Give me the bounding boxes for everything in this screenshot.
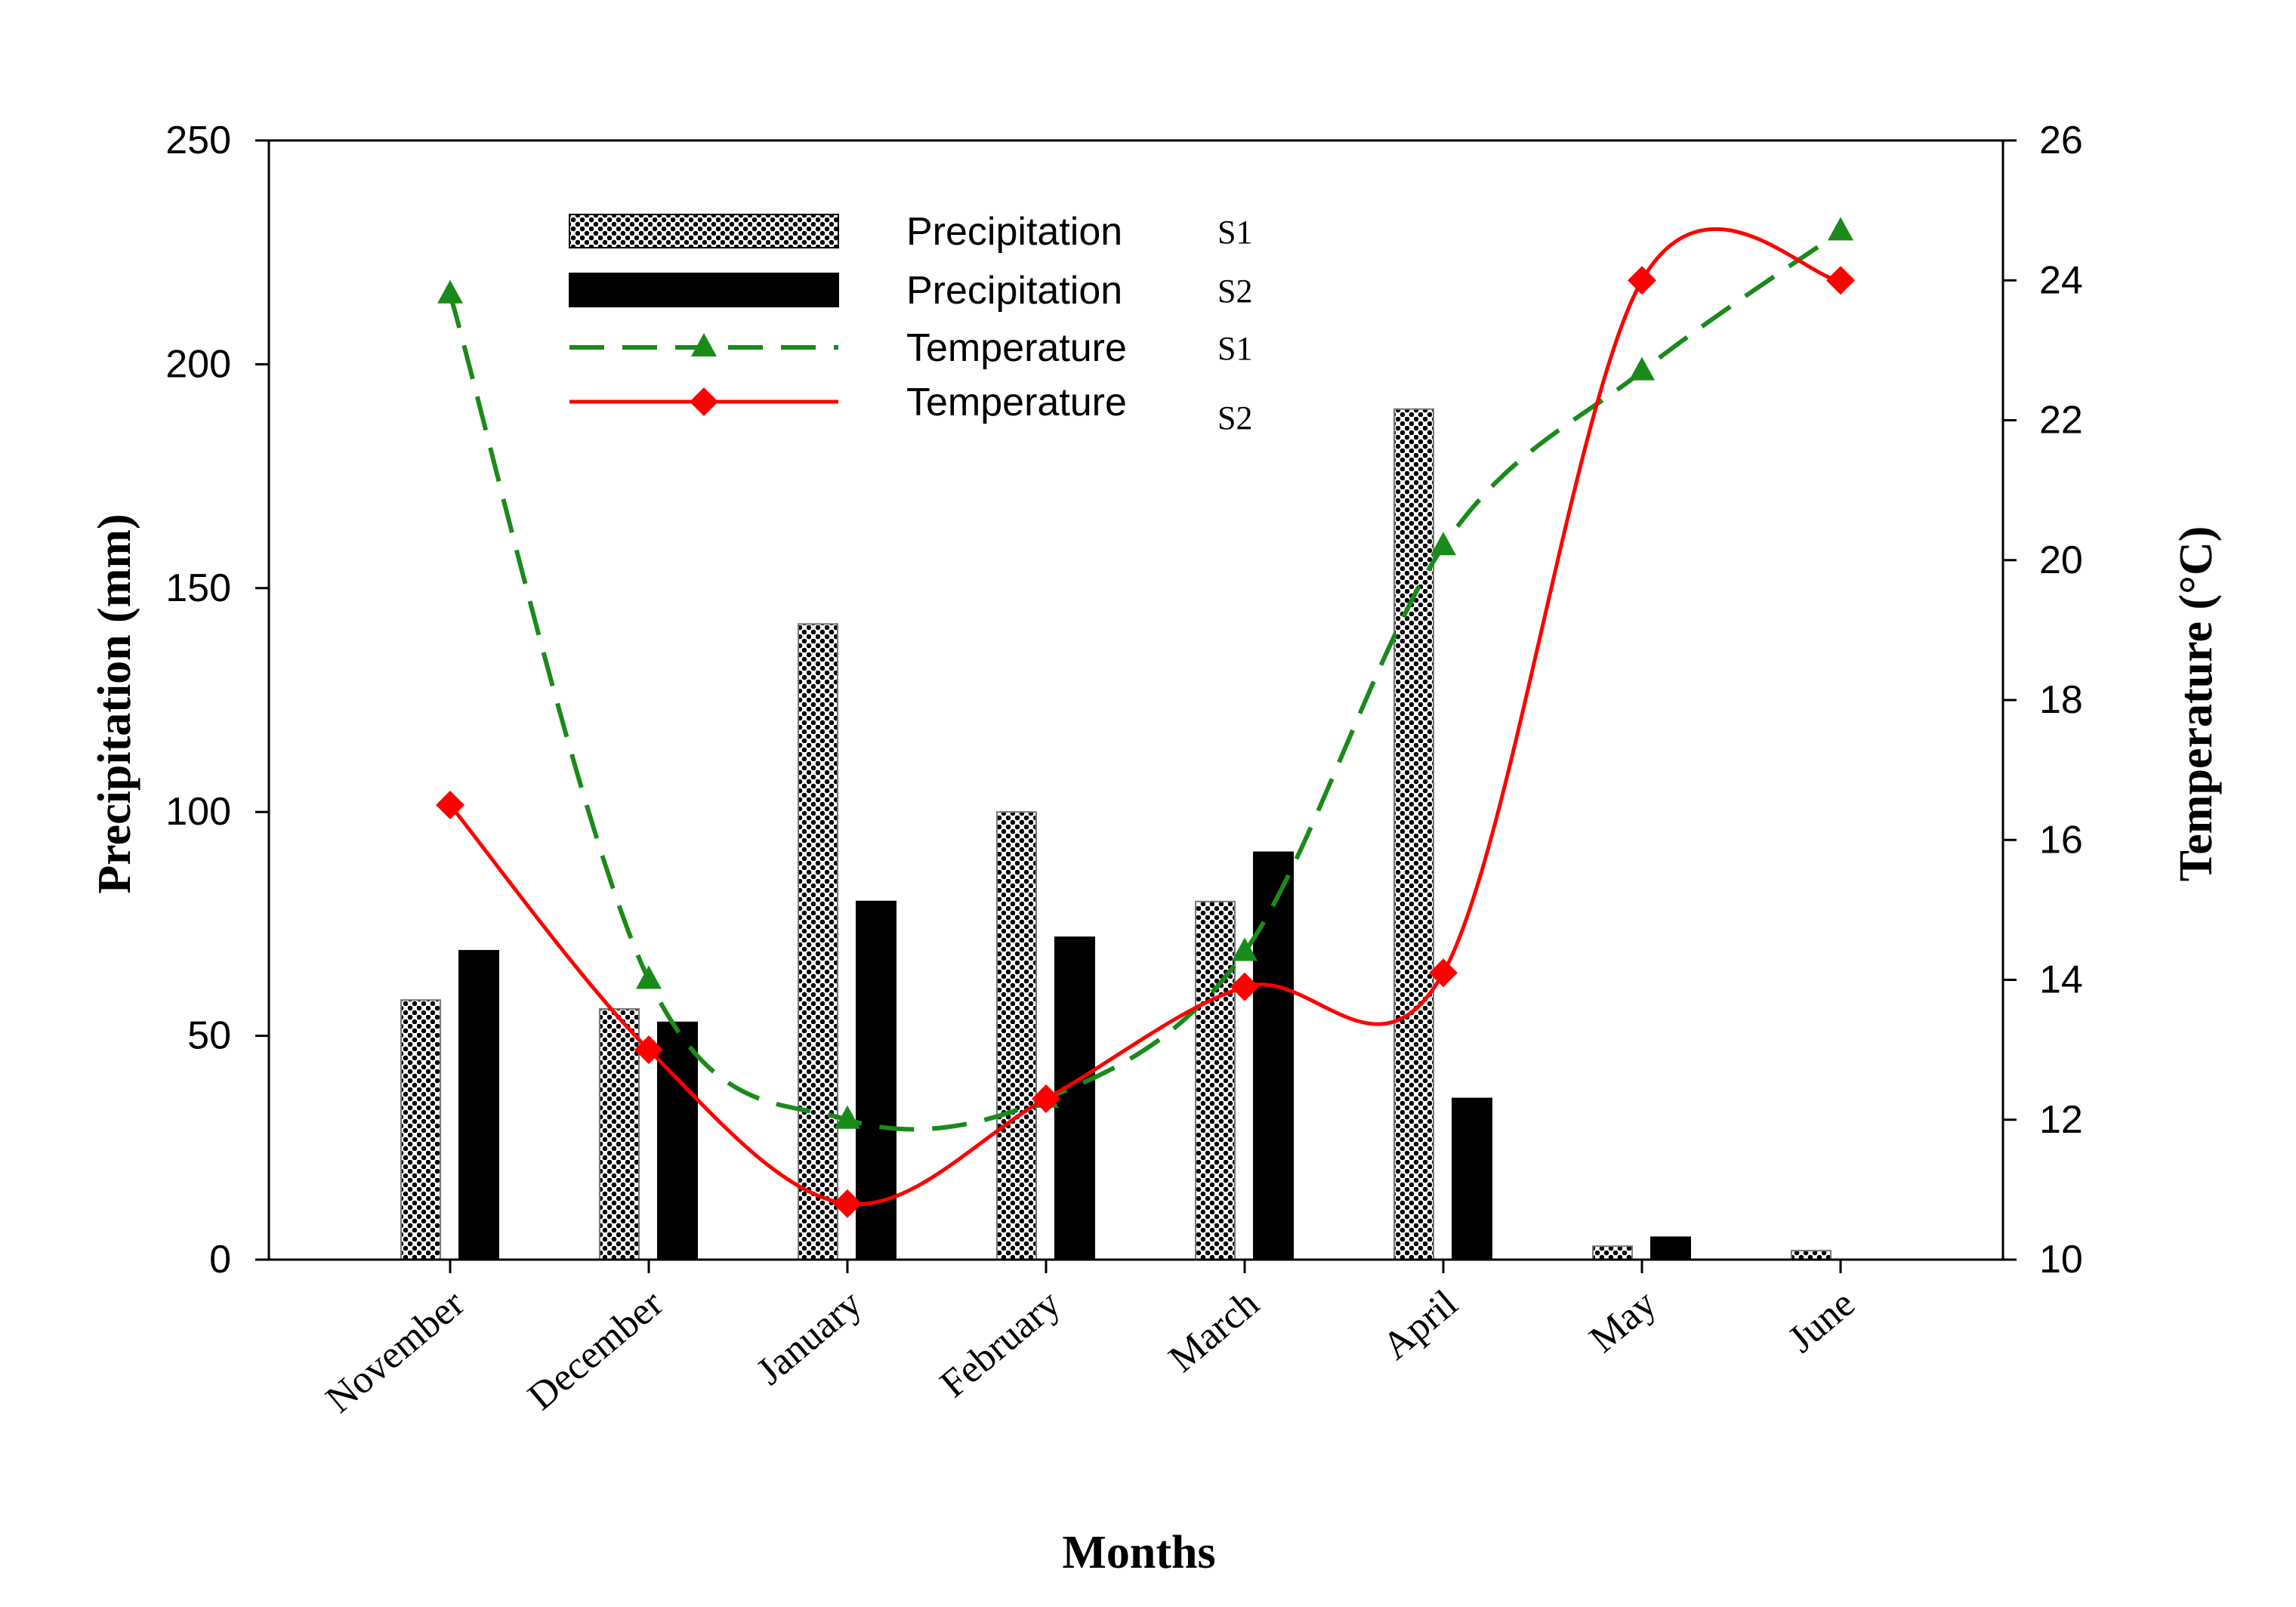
y-right-tick-label: 18 — [2039, 678, 2083, 722]
y-right-tick-label: 24 — [2039, 258, 2083, 302]
legend-suffix-3: S2 — [1217, 399, 1252, 436]
y-right-tick-label: 20 — [2039, 538, 2083, 582]
bar-s1-november — [400, 999, 441, 1261]
x-tick-label-april: April — [1375, 1282, 1466, 1368]
bar-s2-may — [1650, 1236, 1691, 1260]
legend-label-2: Temperature — [906, 326, 1127, 370]
marker-temperature-s2-june — [1826, 266, 1855, 295]
bar-s1-march — [1195, 900, 1236, 1260]
y-right-tick-label: 14 — [2039, 958, 2083, 1002]
x-tick-label-february: February — [932, 1282, 1068, 1406]
marker-temperature-s1-november — [437, 279, 463, 304]
marker-temperature-s2-february — [1032, 1084, 1060, 1113]
legend-label-3: Temperature — [906, 381, 1127, 424]
marker-temperature-s1-june — [1828, 217, 1853, 241]
bar-s1-december — [599, 1008, 640, 1260]
legend-label-1: Precipitation — [906, 269, 1122, 313]
y-right-tick-label: 10 — [2039, 1238, 2083, 1282]
bar-s2-april — [1452, 1097, 1492, 1261]
y-left-tick-label: 150 — [165, 566, 231, 610]
y-left-tick-label: 250 — [165, 119, 231, 162]
y-left-tick-label: 100 — [165, 790, 231, 834]
lines-layer — [436, 217, 1855, 1218]
legend-suffix-2: S1 — [1217, 330, 1252, 367]
marker-temperature-s1-december — [636, 965, 662, 989]
axes-layer: 0 50 100 150 200 250 10 12 14 16 18 20 22 24 26 Novembe… — [165, 119, 2083, 1421]
x-tick-label-december: December — [520, 1282, 671, 1419]
bar-s1-may — [1592, 1245, 1633, 1260]
x-tick-label-november: November — [318, 1282, 473, 1422]
y-left-tick-label: 0 — [209, 1238, 231, 1282]
bar-s1-february — [996, 811, 1037, 1260]
x-tick-label-january: January — [748, 1282, 870, 1394]
y-right-tick-label: 26 — [2039, 119, 2083, 162]
y-right-tick-label: 22 — [2039, 399, 2083, 443]
legend-label-0: Precipitation — [906, 210, 1122, 254]
bar-s1-april — [1393, 408, 1434, 1260]
marker-temperature-s2-november — [436, 790, 464, 819]
bar-s2-february — [1054, 936, 1095, 1260]
marker-temperature-s2-april — [1429, 958, 1458, 988]
legend-suffix-1: S2 — [1217, 273, 1252, 310]
marker-temperature-s1-may — [1629, 356, 1655, 381]
legend-swatch-precipitation-s2 — [569, 273, 839, 307]
y-axis-left-title: Precipitation (mm) — [89, 514, 140, 893]
plot-frame — [267, 139, 2004, 1261]
y-axis-right-title: Temperature (°C) — [2171, 526, 2222, 882]
y-right-tick-label: 16 — [2039, 818, 2083, 862]
marker-temperature-s1-january — [835, 1105, 860, 1129]
y-left-tick-label: 50 — [187, 1014, 231, 1058]
marker-temperature-s2-january — [833, 1189, 862, 1218]
bars-layer — [400, 408, 1832, 1261]
marker-temperature-s2-may — [1628, 266, 1656, 295]
y-left-tick-label: 200 — [165, 342, 231, 386]
x-tick-label-june: June — [1780, 1282, 1863, 1362]
marker-temperature-s2-march — [1230, 972, 1259, 1001]
bar-s2-march — [1253, 851, 1294, 1260]
bar-s1-june — [1791, 1250, 1832, 1261]
y-right-tick-label: 12 — [2039, 1098, 2083, 1142]
bar-s2-november — [458, 949, 499, 1261]
legend-marker-temperature-s1 — [691, 333, 717, 356]
x-axis-title: Months — [1062, 1527, 1215, 1578]
bar-s2-december — [657, 1021, 698, 1261]
legend-swatch-precipitation-s1 — [569, 214, 839, 248]
legend: Precipitation S1 Precipitation S2 Temperatur… — [569, 210, 1252, 436]
legend-marker-temperature-s2 — [690, 387, 718, 416]
line-temperature-s1 — [448, 229, 1842, 1132]
marker-temperature-s1-april — [1430, 532, 1456, 556]
x-tick-label-march: March — [1161, 1282, 1267, 1381]
x-tick-label-may: May — [1582, 1282, 1665, 1362]
marker-temperature-s2-december — [634, 1035, 663, 1065]
marker-temperature-s1-march — [1232, 937, 1258, 961]
bar-s1-january — [798, 623, 838, 1260]
legend-suffix-0: S1 — [1217, 214, 1252, 251]
